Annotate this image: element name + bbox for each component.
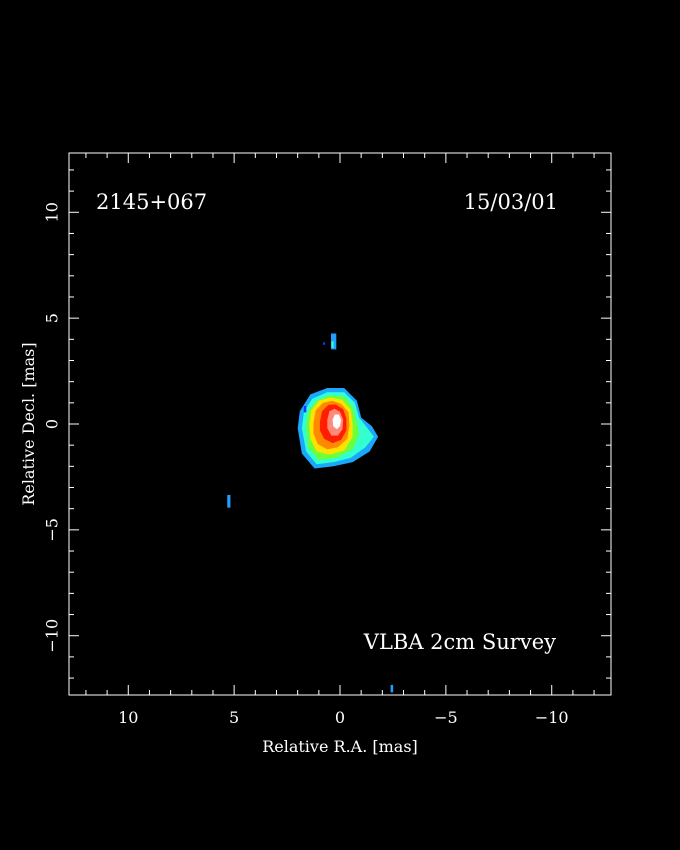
y-tick-label: 0 — [43, 419, 62, 429]
epoch-annotation: 15/03/01 — [464, 190, 558, 214]
noise-pixel-2 — [323, 342, 326, 345]
x-tick-label: −5 — [434, 708, 458, 727]
x-axis-label: Relative R.A. [mas] — [262, 737, 418, 756]
y-tick-labels: 10 5 0 −5 −10 — [43, 202, 62, 653]
source-name-annotation: 2145+067 — [96, 190, 207, 214]
y-axis-label: Relative Decl. [mas] — [19, 342, 38, 505]
noise-pixel-1 — [331, 341, 334, 348]
x-tick-label: −10 — [535, 708, 569, 727]
axis-ticks — [69, 153, 611, 695]
x-tick-label: 10 — [118, 708, 138, 727]
x-tick-label: 5 — [229, 708, 239, 727]
core-contour-7 — [332, 414, 342, 430]
noise-pixel-5 — [390, 684, 394, 693]
x-tick-labels: 10 5 0 −5 −10 — [118, 708, 569, 727]
y-tick-label: 10 — [43, 202, 62, 222]
x-tick-label: 0 — [335, 708, 345, 727]
y-tick-label: −10 — [43, 619, 62, 653]
noise-pixel-4 — [227, 494, 231, 508]
survey-annotation: VLBA 2cm Survey — [363, 630, 556, 654]
y-tick-label: −5 — [43, 518, 62, 542]
noise-pixel-3 — [303, 406, 307, 413]
image-layer — [227, 333, 394, 693]
y-tick-label: 5 — [43, 313, 62, 323]
